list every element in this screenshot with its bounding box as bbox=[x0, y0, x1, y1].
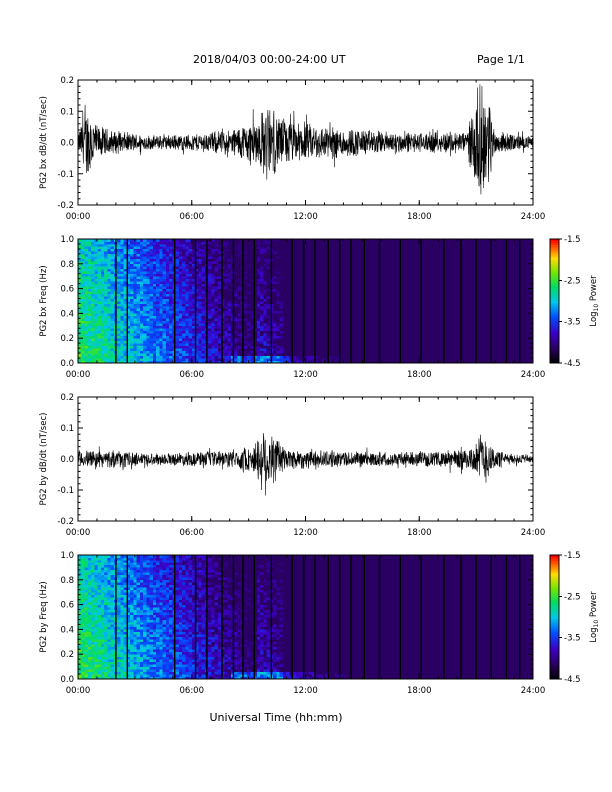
y-tick-label: 0.8 bbox=[60, 260, 74, 270]
x-tick-label: 12:00 bbox=[293, 370, 318, 380]
colorbar-tick-label: -3.5 bbox=[564, 634, 581, 644]
y-tick-label: 0.1 bbox=[60, 107, 74, 117]
y-axis-label: PG2 by dB/dt (nT/sec) bbox=[39, 413, 49, 506]
y-tick-label: 1.0 bbox=[60, 235, 74, 245]
panel-1: 00:00 06:00 12:00 18:00 24:00 -0.2 -0.1 0.0 0.1 0… bbox=[39, 76, 545, 222]
colorbar-tick-label: -1.5 bbox=[564, 235, 581, 245]
x-tick-label: 12:00 bbox=[293, 686, 318, 696]
panel-4: 00:00 06:00 12:00 18:00 24:00 0.0 0.2 0.4 0.6 0.8… bbox=[39, 551, 545, 696]
y-tick-label: -0.2 bbox=[57, 201, 74, 211]
plot-title: 2018/04/03 00:00-24:00 UT bbox=[193, 53, 346, 66]
colorbar: -1.5 -2.5 -3.5 -4.5 Log10 Power bbox=[549, 551, 600, 685]
x-tick-label: 00:00 bbox=[66, 528, 91, 538]
y-tick-label: 0.6 bbox=[60, 285, 74, 295]
y-tick-label: 0.0 bbox=[60, 139, 74, 149]
x-tick-label: 00:00 bbox=[66, 686, 91, 696]
series-group bbox=[77, 84, 534, 195]
x-tick-label: 06:00 bbox=[180, 686, 205, 696]
y-tick-label: 0.2 bbox=[60, 650, 74, 660]
x-tick-label: 06:00 bbox=[180, 212, 205, 222]
y-tick-label: 0.0 bbox=[60, 359, 74, 369]
colorbar-label: Log10 Power bbox=[589, 591, 600, 643]
colorbar-tick-label: -1.5 bbox=[564, 551, 581, 561]
y-axis-label: PG2 bx dB/dt (nT/sec) bbox=[39, 96, 49, 189]
y-tick-label: -0.2 bbox=[57, 517, 74, 527]
x-tick-label: 24:00 bbox=[521, 370, 546, 380]
panel-3: 00:00 06:00 12:00 18:00 24:00 -0.2 -0.1 0.0 0.1 0… bbox=[39, 393, 545, 538]
heatmap-cells bbox=[78, 555, 534, 680]
x-tick-label: 24:00 bbox=[521, 212, 546, 222]
y-tick-label: 0.2 bbox=[60, 334, 74, 344]
panel-2: 00:00 06:00 12:00 18:00 24:00 0.0 0.2 0.4 0.6 0.8… bbox=[39, 235, 545, 380]
page-number: Page 1/1 bbox=[477, 53, 525, 66]
y-tick-label: 0.0 bbox=[60, 455, 74, 465]
y-tick-label: 0.4 bbox=[60, 625, 74, 635]
colorbar-tick-label: -2.5 bbox=[564, 276, 581, 286]
series-line bbox=[77, 433, 534, 496]
y-tick-label: 0.2 bbox=[60, 76, 74, 86]
colorbar-tick-label: -2.5 bbox=[564, 592, 581, 602]
colorbar: -1.5 -2.5 -3.5 -4.5 Log10 Power bbox=[549, 235, 600, 369]
x-tick-label: 18:00 bbox=[407, 370, 432, 380]
x-tick-label: 24:00 bbox=[521, 686, 546, 696]
x-tick-label: 18:00 bbox=[407, 212, 432, 222]
y-tick-label: 0.0 bbox=[60, 675, 74, 685]
x-tick-label: 06:00 bbox=[180, 528, 205, 538]
y-tick-label: -0.1 bbox=[57, 170, 74, 180]
colorbar-frame bbox=[549, 554, 560, 680]
y-tick-label: 0.1 bbox=[60, 424, 74, 434]
y-tick-label: 1.0 bbox=[60, 551, 74, 561]
y-tick-label: 0.2 bbox=[60, 393, 74, 403]
y-tick-label: -0.1 bbox=[57, 486, 74, 496]
colorbar-tick-label: -4.5 bbox=[564, 359, 581, 369]
x-axis-label: Universal Time (hh:mm) bbox=[210, 711, 343, 724]
x-tick-label: 00:00 bbox=[66, 212, 91, 222]
x-tick-label: 18:00 bbox=[407, 528, 432, 538]
x-tick-label: 06:00 bbox=[180, 370, 205, 380]
series-line bbox=[77, 84, 534, 195]
heatmap-cells bbox=[78, 239, 534, 364]
colorbar-tick-label: -4.5 bbox=[564, 675, 581, 685]
x-tick-label: 24:00 bbox=[521, 528, 546, 538]
y-axis-label: PG2 by Freq (Hz) bbox=[39, 581, 49, 652]
y-tick-label: 0.6 bbox=[60, 601, 74, 611]
colorbar-frame bbox=[549, 238, 560, 364]
x-tick-label: 00:00 bbox=[66, 370, 91, 380]
colorbar-tick-label: -3.5 bbox=[564, 318, 581, 328]
y-tick-label: 0.4 bbox=[60, 309, 74, 319]
colorbar-label: Log10 Power bbox=[589, 275, 600, 327]
x-tick-label: 12:00 bbox=[293, 212, 318, 222]
y-axis-label: PG2 bx Freq (Hz) bbox=[39, 265, 49, 336]
x-tick-label: 12:00 bbox=[293, 528, 318, 538]
y-tick-label: 0.8 bbox=[60, 576, 74, 586]
series-group bbox=[77, 433, 534, 496]
x-tick-label: 18:00 bbox=[407, 686, 432, 696]
